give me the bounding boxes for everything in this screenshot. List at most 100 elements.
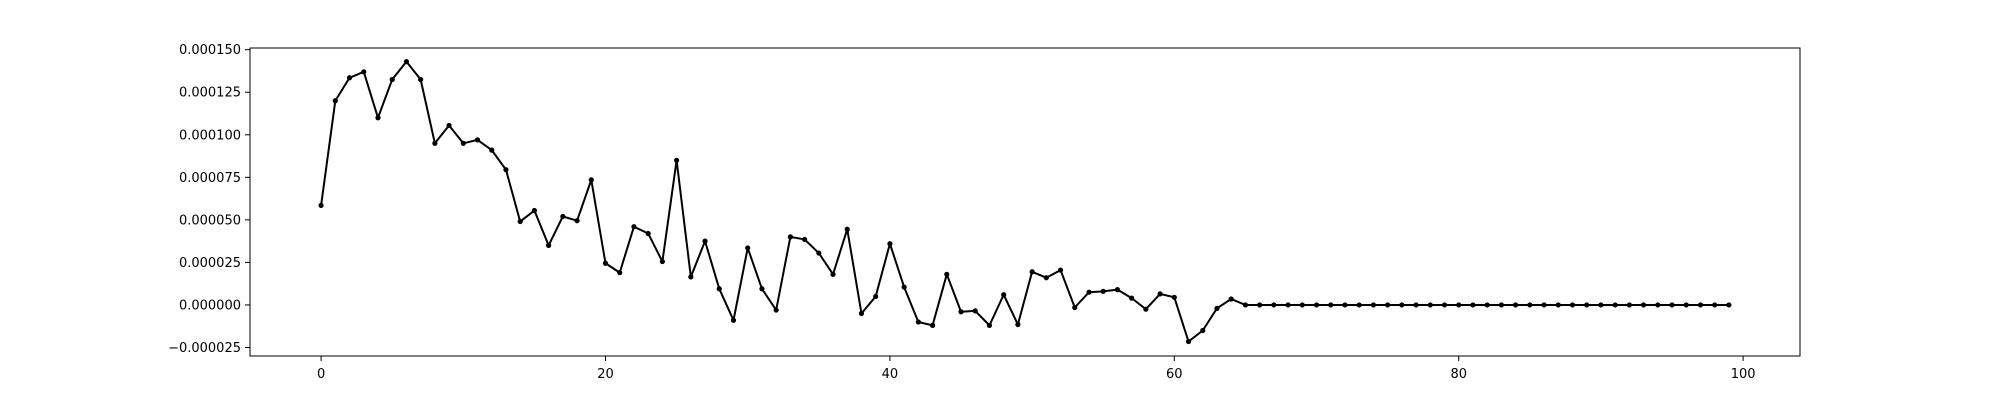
y-axis: −0.000025 0.000000 0.000025 0.000050 0.00007… (168, 43, 250, 356)
data-point (531, 207, 538, 214)
data-point (403, 59, 410, 65)
data-point (318, 202, 324, 209)
data-point (944, 271, 950, 277)
data-point (1114, 287, 1121, 293)
x-tick-label: 60 (1166, 367, 1183, 382)
data-point (1328, 302, 1334, 308)
data-point (1697, 302, 1704, 308)
data-point (1413, 302, 1419, 308)
data-point (446, 122, 452, 129)
data-point (1143, 306, 1149, 312)
y-tick-label: 0.000125 (179, 86, 241, 101)
data-point (631, 224, 637, 230)
data-point (730, 317, 737, 323)
data-point (801, 236, 808, 243)
data-point (901, 284, 907, 290)
data-point (1512, 302, 1519, 308)
data-point (1669, 302, 1675, 308)
data-point (503, 167, 509, 173)
data-point (1385, 302, 1391, 308)
y-tick-label: 0.000100 (179, 128, 241, 143)
data-point (588, 177, 594, 183)
data-point (1086, 289, 1092, 295)
data-point (1001, 292, 1007, 298)
data-point (1683, 302, 1689, 308)
data-point (674, 157, 680, 163)
data-point (873, 293, 879, 300)
data-point (1072, 304, 1078, 311)
data-point (844, 226, 850, 232)
data-point (1712, 302, 1718, 308)
data-point (1057, 267, 1064, 273)
data-point (1299, 302, 1305, 308)
data-point (1257, 302, 1263, 308)
data-point (1029, 269, 1035, 275)
data-point (1541, 302, 1547, 308)
data-point (560, 213, 566, 220)
data-point (546, 242, 552, 248)
data-point (1626, 302, 1632, 308)
data-point (830, 271, 836, 277)
data-point (1584, 302, 1590, 308)
data-point (361, 69, 367, 75)
data-point (1100, 288, 1106, 294)
data-point (1214, 305, 1220, 311)
x-tick-label: 20 (597, 367, 614, 382)
data-point (645, 230, 651, 237)
data-point (1484, 302, 1490, 308)
data-point (1569, 302, 1576, 308)
data-point (1157, 291, 1163, 297)
data-point (1427, 302, 1433, 308)
data-point (972, 308, 978, 314)
data-point (432, 140, 438, 146)
data-point (1399, 302, 1405, 308)
data-point (460, 140, 466, 146)
y-tick-label: 0.000050 (179, 213, 241, 228)
y-tick-label: −0.000025 (168, 341, 241, 356)
x-tick-label: 100 (1731, 367, 1756, 382)
data-point (332, 98, 338, 104)
y-tick-label: 0.000025 (179, 256, 241, 271)
x-tick-label: 80 (1450, 367, 1467, 382)
data-point (602, 260, 609, 266)
data-point (489, 147, 495, 153)
data-point (375, 115, 381, 121)
y-tick-label: 0.000075 (179, 171, 241, 186)
plot-frame (249, 47, 1801, 357)
data-point (929, 322, 936, 328)
data-point (1342, 302, 1348, 308)
data-point (1356, 302, 1362, 308)
data-point (1640, 302, 1647, 308)
data-point (1228, 296, 1234, 302)
data-point (1171, 294, 1177, 300)
data-point (1242, 302, 1249, 308)
x-tick-label: 0 (317, 367, 325, 382)
data-point (1200, 327, 1206, 334)
data-point (688, 274, 694, 280)
x-tick-label: 40 (882, 367, 899, 382)
data-point (745, 245, 751, 251)
data-point (1185, 338, 1192, 345)
data-point (1285, 302, 1291, 308)
series-line (320, 60, 1729, 343)
data-point (1129, 295, 1135, 301)
data-point (887, 241, 893, 247)
data-point (1470, 302, 1476, 308)
x-axis: 0 20 40 60 80 100 (317, 356, 1756, 382)
data-point (986, 322, 993, 328)
data-point (1015, 321, 1021, 328)
data-point (1655, 302, 1661, 308)
y-tick-label: 0.000150 (179, 43, 241, 58)
data-point (1598, 302, 1604, 308)
data-point (1370, 302, 1376, 308)
data-point (1043, 275, 1049, 281)
data-point (816, 250, 822, 256)
data-point (517, 218, 523, 225)
data-point (958, 309, 964, 315)
data-point (617, 270, 623, 276)
data-point (1527, 302, 1533, 308)
data-point (915, 319, 921, 325)
data-point (1456, 302, 1462, 308)
data-point (659, 258, 665, 265)
